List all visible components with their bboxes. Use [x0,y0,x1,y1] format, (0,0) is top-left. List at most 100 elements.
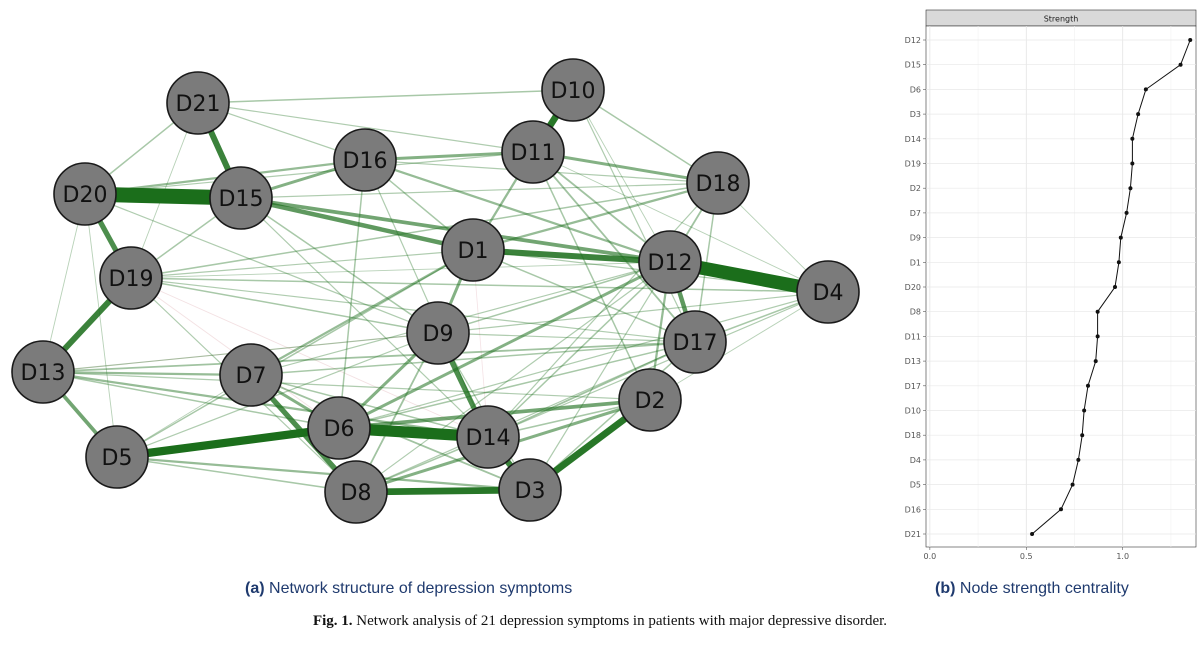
node-d12: D12 [638,230,702,294]
panel-a-caption: (a) Network structure of depression symp… [245,580,572,598]
node-d13: D13 [11,340,75,404]
edge-d8-d12 [355,261,671,493]
y-tick-label-d9: D9 [910,234,921,243]
node-d16: D16 [333,128,397,192]
node-circle [85,425,149,489]
strength-point-d10 [1082,408,1087,413]
node-circle [53,162,117,226]
edge-d5-d6 [116,423,340,462]
edge-d9-d17 [437,332,696,343]
edge-d14-d4 [487,291,829,438]
edge-d13-d14 [42,370,489,439]
node-label: D2 [635,389,666,414]
node-circle [498,458,562,522]
edge-d20-d9 [84,193,439,334]
edge-d19-d17 [130,277,696,343]
node-label: D12 [648,251,693,276]
y-tick-label-d7: D7 [910,209,921,218]
node-d3: D3 [498,458,562,522]
edge-d10-d17 [572,89,696,343]
edge-d17-d14 [487,341,696,438]
edge-d19-d4 [130,277,829,293]
y-tick-label-d14: D14 [905,135,921,144]
edge-d11-d4 [532,151,829,293]
node-circle [209,166,273,230]
edge-d12-d3 [529,261,671,491]
edge-d5-d1 [116,249,474,458]
node-circle [307,396,371,460]
strength-point-d12 [1188,38,1193,42]
strength-point-d5 [1070,482,1075,487]
node-d10: D10 [541,58,605,122]
node-label: D19 [109,267,154,292]
y-tick-label-d10: D10 [905,407,921,416]
edge-d8-d17 [355,341,696,493]
edge-d11-d17 [532,151,696,343]
edge-d21-d11 [197,102,534,153]
figure-label: Fig. 1. [312,613,353,629]
node-label: D3 [515,479,546,504]
node-circle [406,301,470,365]
figure-text: Network analysis of 21 depression sympto… [356,613,888,629]
strength-point-d15 [1178,62,1183,67]
panel-b-caption: (b) Node strength centrality [935,580,1129,598]
node-circle [324,460,388,524]
edge-d15-d14 [240,197,489,438]
node-label: D9 [423,322,454,347]
node-label: D17 [673,331,718,356]
node-label: D4 [813,281,844,306]
node-label: D7 [236,364,267,389]
y-tick-label-d8: D8 [910,308,921,317]
node-label: D10 [551,79,596,104]
edge-d15-d1 [240,195,474,253]
y-tick-label-d13: D13 [905,357,921,366]
strength-grid [926,26,1196,547]
strength-point-d4 [1076,457,1081,462]
edge-d9-d4 [437,291,829,334]
edge-d1-d12 [472,247,671,265]
node-circle [441,218,505,282]
y-tick-label-d18: D18 [905,431,921,440]
node-label: D13 [21,361,66,386]
edge-d13-d7 [42,370,252,377]
network-nodes: D1 D2 D3 D4 D5 D6 D7 D8 D9 D10 D11 D12 D13 D14 D15 D16 D… [11,58,860,524]
node-circle [11,340,75,404]
network-edges [40,88,830,496]
strength-point-d20 [1113,285,1117,289]
node-circle [166,71,230,135]
y-tick-label-d6: D6 [910,85,921,94]
y-tick-label-d19: D19 [905,160,921,169]
panel-a-text: Network structure of depression symptoms [269,580,573,597]
node-label: D8 [341,481,372,506]
edge-d19-d9 [130,277,439,334]
strength-x-ticks: 0.0 0.5 1.0 [923,547,1129,561]
panel-b-label: (b) [935,580,956,597]
node-d17: D17 [663,310,727,374]
edge-d19-d18 [130,182,719,279]
node-label: D6 [324,417,355,442]
edge-d6-d12 [338,260,671,430]
strength-point-d17 [1086,383,1090,388]
edge-d15-d9 [240,197,439,334]
y-tick-label-d4: D4 [910,456,921,465]
edge-d5-d3 [116,455,531,492]
node-circle [333,128,397,192]
strength-point-d6 [1143,87,1148,92]
strength-point-d18 [1080,433,1085,438]
node-d15: D15 [209,166,273,230]
edge-d13-d2 [42,371,651,401]
node-circle [796,260,860,324]
node-d14: D14 [456,405,520,469]
node-d7: D7 [219,343,283,407]
node-circle [456,405,520,469]
y-tick-label-d20: D20 [905,283,921,292]
strength-point-d14 [1130,136,1135,141]
y-tick-label-d1: D1 [910,258,921,267]
node-label: D20 [63,183,108,208]
panel-a-label: (a) [245,580,265,597]
edge-d21-d10 [197,89,574,104]
strength-point-d2 [1128,186,1133,191]
node-circle [618,368,682,432]
edge-d7-d14 [250,374,489,438]
node-d5: D5 [85,425,149,489]
